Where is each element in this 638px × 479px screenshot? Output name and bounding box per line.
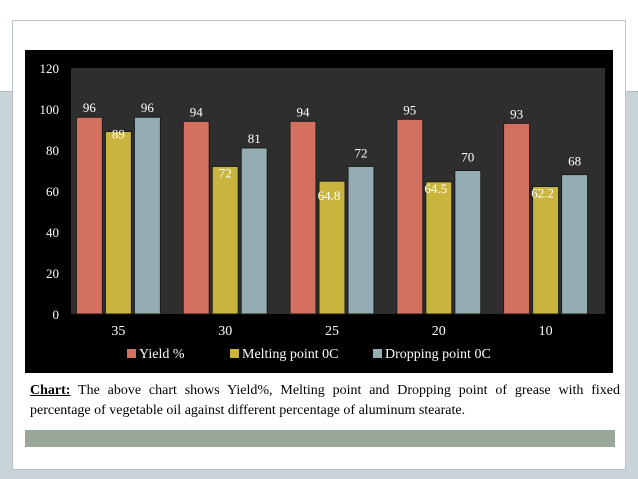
x-tick-label: 10	[539, 324, 553, 339]
y-tick-label: 40	[46, 225, 59, 240]
data-label: 62.2	[531, 185, 554, 200]
data-label: 64.5	[424, 181, 447, 196]
data-label: 96	[141, 100, 155, 115]
legend: Yield % Melting point 0C Dropping point 0C	[127, 347, 491, 362]
data-label: 96	[83, 100, 97, 115]
legend-swatch	[127, 349, 136, 358]
bar-melting-point-0c-10	[532, 185, 560, 315]
data-label: 70	[461, 150, 474, 165]
bar-dropping-point-0c-10	[561, 174, 589, 315]
chart-caption: Chart: The above chart shows Yield%, Mel…	[30, 381, 620, 421]
bar-melting-point-0c-30	[211, 165, 239, 315]
y-axis-ticks: 0 20 40 60 80 100 120	[40, 61, 60, 322]
bar-melting-point-0c-25	[318, 180, 346, 315]
data-label: 94	[297, 104, 311, 119]
data-label: 72	[355, 145, 368, 160]
bar-yield--20	[396, 118, 424, 315]
y-tick-label: 120	[40, 61, 60, 76]
y-tick-label: 80	[46, 143, 59, 158]
bar-melting-point-0c-35	[104, 131, 132, 315]
bar-dropping-point-0c-25	[347, 165, 375, 315]
bar-yield--25	[289, 120, 317, 315]
legend-label: Dropping point 0C	[385, 347, 491, 362]
bars	[75, 116, 589, 315]
bar-dropping-point-0c-30	[240, 147, 268, 315]
data-label: 64.8	[318, 188, 341, 203]
legend-label: Yield %	[139, 347, 185, 362]
legend-swatch	[230, 349, 239, 358]
bar-dropping-point-0c-35	[133, 116, 161, 315]
y-tick-label: 20	[46, 266, 59, 281]
data-label: 93	[510, 106, 523, 121]
y-tick-label: 100	[40, 102, 60, 117]
footer-bar	[25, 430, 615, 447]
caption-label: Chart:	[30, 383, 71, 398]
x-axis-ticks: 35 30 25 20 10	[111, 324, 552, 339]
data-label: 68	[568, 154, 581, 169]
bar-melting-point-0c-20	[425, 181, 453, 315]
data-label: 94	[190, 104, 204, 119]
data-label: 89	[112, 127, 125, 142]
x-tick-label: 20	[432, 324, 446, 339]
x-tick-label: 25	[325, 324, 339, 339]
chart-area: 0 20 40 60 80 100 120 96 89 96 94 72 81 94 64.8 72 95 64…	[25, 50, 613, 373]
x-tick-label: 35	[111, 324, 125, 339]
data-label: 95	[403, 102, 416, 117]
bar-yield--35	[75, 116, 103, 315]
bar-chart: 0 20 40 60 80 100 120 96 89 96 94 72 81 94 64.8 72 95 64…	[40, 61, 605, 362]
caption-text: The above chart shows Yield%, Melting po…	[30, 383, 620, 418]
bar-dropping-point-0c-20	[454, 170, 482, 315]
bar-yield--10	[503, 122, 531, 315]
y-tick-label: 0	[53, 307, 60, 322]
bar-yield--30	[182, 120, 210, 315]
data-label: 81	[248, 131, 261, 146]
legend-label: Melting point 0C	[242, 347, 338, 362]
data-label: 72	[219, 165, 232, 180]
legend-swatch	[373, 349, 382, 358]
value-labels: 96 89 96 94 72 81 94 64.8 72 95 64.5 70 93 62.2 68	[83, 100, 581, 203]
x-tick-label: 30	[218, 324, 232, 339]
y-tick-label: 60	[46, 184, 59, 199]
